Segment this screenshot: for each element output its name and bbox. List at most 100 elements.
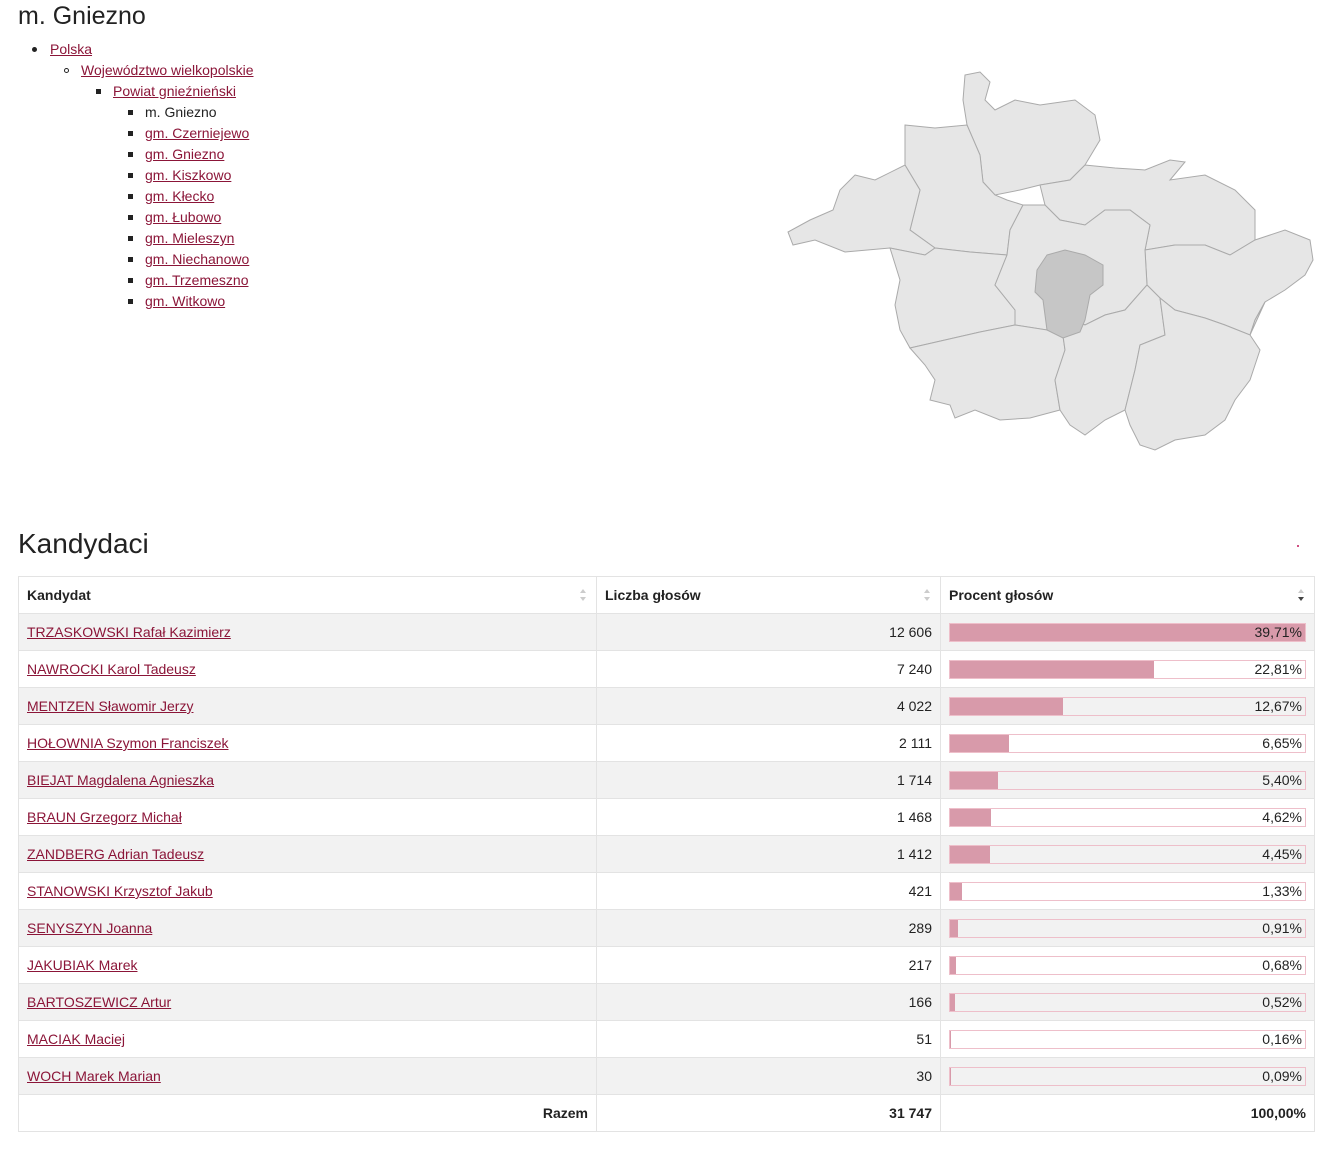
- sibling-municipality-link[interactable]: gm. Łubowo: [145, 209, 222, 225]
- bullet-circle-icon: [64, 68, 69, 73]
- sibling-municipality-link[interactable]: gm. Mieleszyn: [145, 230, 235, 246]
- link-county[interactable]: Powiat gnieźnieński: [113, 83, 236, 99]
- percent-bar-fill: [950, 808, 992, 826]
- candidate-cell: HOŁOWNIA Szymon Franciszek: [18, 724, 597, 762]
- candidate-link[interactable]: BIEJAT Magdalena Agnieszka: [27, 772, 215, 788]
- sibling-municipality-item: gm. Łubowo: [128, 207, 221, 228]
- percent-cell: 4,62%: [940, 798, 1315, 836]
- breadcrumb-item-county: Powiat gnieźnieński: [96, 81, 236, 102]
- column-header-label: Liczba głosów: [605, 587, 701, 603]
- sibling-municipality-link[interactable]: gm. Witkowo: [145, 293, 226, 309]
- percent-bar: 0,52%: [949, 992, 1306, 1012]
- candidate-link[interactable]: WOCH Marek Marian: [27, 1068, 161, 1084]
- percent-label: 6,65%: [1262, 734, 1302, 751]
- link-country[interactable]: Polska: [50, 41, 93, 57]
- votes-cell: 2 111: [596, 724, 941, 762]
- candidate-link[interactable]: SENYSZYN Joanna: [27, 920, 153, 936]
- percent-bar: 5,40%: [949, 770, 1306, 790]
- percent-bar: 6,65%: [949, 733, 1306, 753]
- votes-cell: 1 468: [596, 798, 941, 836]
- county-map: [787, 71, 1314, 451]
- sibling-municipality-item: gm. Kłecko: [128, 186, 214, 207]
- candidate-cell: SENYSZYN Joanna: [18, 909, 597, 947]
- table-row: NAWROCKI Karol Tadeusz 7 240 22,81%: [18, 650, 1315, 688]
- sort-desc-icon[interactable]: [1297, 588, 1305, 602]
- sibling-municipality-link[interactable]: gm. Kiszkowo: [145, 167, 232, 183]
- breadcrumb-item-country: Polska: [32, 39, 92, 60]
- percent-cell: 1,33%: [940, 872, 1315, 910]
- percent-bar-fill: [950, 771, 999, 789]
- percent-cell: 5,40%: [940, 761, 1315, 799]
- percent-label: 39,71%: [1254, 623, 1302, 640]
- column-header-votes[interactable]: Liczba głosów: [596, 576, 941, 614]
- votes-cell: 4 022: [596, 687, 941, 725]
- candidate-link[interactable]: NAWROCKI Karol Tadeusz: [27, 661, 196, 677]
- votes-cell: 7 240: [596, 650, 941, 688]
- percent-cell: 6,65%: [940, 724, 1315, 762]
- candidate-link[interactable]: HOŁOWNIA Szymon Franciszek: [27, 735, 229, 751]
- candidate-link[interactable]: MACIAK Maciej: [27, 1031, 126, 1047]
- sibling-municipality-item: gm. Gniezno: [128, 144, 224, 165]
- candidate-cell: BRAUN Grzegorz Michał: [18, 798, 597, 836]
- candidate-link[interactable]: JAKUBIAK Marek: [27, 957, 138, 973]
- votes-cell: 166: [596, 983, 941, 1021]
- candidate-cell: ZANDBERG Adrian Tadeusz: [18, 835, 597, 873]
- sibling-municipality-link[interactable]: gm. Trzemeszno: [145, 272, 249, 288]
- candidate-link[interactable]: STANOWSKI Krzysztof Jakub: [27, 883, 213, 899]
- sibling-municipality-link[interactable]: gm. Czerniejewo: [145, 125, 250, 141]
- percent-label: 5,40%: [1262, 771, 1302, 788]
- percent-label: 0,52%: [1262, 993, 1302, 1010]
- table-row: BRAUN Grzegorz Michał 1 468 4,62%: [18, 798, 1315, 836]
- column-header-label: Procent głosów: [949, 587, 1054, 603]
- sort-icon[interactable]: [579, 588, 587, 602]
- total-votes: 31 747: [596, 1094, 941, 1132]
- bullet-square-icon: [128, 299, 133, 304]
- percent-label: 0,09%: [1262, 1067, 1302, 1084]
- percent-bar: 39,71%: [949, 622, 1306, 642]
- map-regions: [787, 71, 1314, 451]
- total-row: Razem 31 747 100,00%: [18, 1094, 1315, 1132]
- candidate-link[interactable]: ZANDBERG Adrian Tadeusz: [27, 846, 205, 862]
- candidate-cell: STANOWSKI Krzysztof Jakub: [18, 872, 597, 910]
- candidate-link[interactable]: TRZASKOWSKI Rafał Kazimierz: [27, 624, 231, 640]
- breadcrumb-item-voivodeship: Województwo wielkopolskie: [64, 60, 253, 81]
- sibling-municipality-link[interactable]: gm. Gniezno: [145, 146, 225, 162]
- map-region-south-west[interactable]: [909, 313, 1066, 421]
- percent-cell: 0,91%: [940, 909, 1315, 947]
- column-header-percent[interactable]: Procent głosów: [940, 576, 1315, 614]
- percent-bar-fill: [950, 845, 990, 863]
- map-region-west[interactable]: [787, 164, 936, 256]
- map-region-south-east[interactable]: [1124, 296, 1266, 451]
- table-row: MACIAK Maciej 51 0,16%: [18, 1020, 1315, 1058]
- votes-cell: 421: [596, 872, 941, 910]
- table-row: WOCH Marek Marian 30 0,09%: [18, 1057, 1315, 1095]
- candidate-link[interactable]: MENTZEN Sławomir Jerzy: [27, 698, 194, 714]
- percent-bar: 0,09%: [949, 1066, 1306, 1086]
- candidate-link[interactable]: BRAUN Grzegorz Michał: [27, 809, 182, 825]
- votes-cell: 12 606: [596, 613, 941, 651]
- link-voivodeship[interactable]: Województwo wielkopolskie: [81, 62, 254, 78]
- percent-bar-fill: [950, 882, 962, 900]
- percent-label: 4,62%: [1262, 808, 1302, 825]
- sibling-municipality-item: gm. Witkowo: [128, 291, 225, 312]
- column-header-candidate[interactable]: Kandydat: [18, 576, 597, 614]
- percent-bar-fill: [950, 956, 957, 974]
- table-row: BIEJAT Magdalena Agnieszka 1 714 5,40%: [18, 761, 1315, 799]
- votes-cell: 1 412: [596, 835, 941, 873]
- percent-bar: 0,16%: [949, 1029, 1306, 1049]
- current-municipality: m. Gniezno: [145, 104, 217, 120]
- percent-cell: 4,45%: [940, 835, 1315, 873]
- table-row: HOŁOWNIA Szymon Franciszek 2 111 6,65%: [18, 724, 1315, 762]
- sibling-municipality-link[interactable]: gm. Niechanowo: [145, 251, 250, 267]
- percent-bar-fill: [950, 1030, 952, 1048]
- percent-label: 1,33%: [1262, 882, 1302, 899]
- table-row: ZANDBERG Adrian Tadeusz 1 412 4,45%: [18, 835, 1315, 873]
- percent-bar: 4,62%: [949, 807, 1306, 827]
- map-region-gniezno-city[interactable]: [1034, 249, 1104, 339]
- percent-cell: 0,52%: [940, 983, 1315, 1021]
- sort-icon[interactable]: [923, 588, 931, 602]
- sibling-municipality-link[interactable]: gm. Kłecko: [145, 188, 215, 204]
- table-row: MENTZEN Sławomir Jerzy 4 022 12,67%: [18, 687, 1315, 725]
- candidate-link[interactable]: BARTOSZEWICZ Artur: [27, 994, 172, 1010]
- percent-bar-fill: [950, 697, 1064, 715]
